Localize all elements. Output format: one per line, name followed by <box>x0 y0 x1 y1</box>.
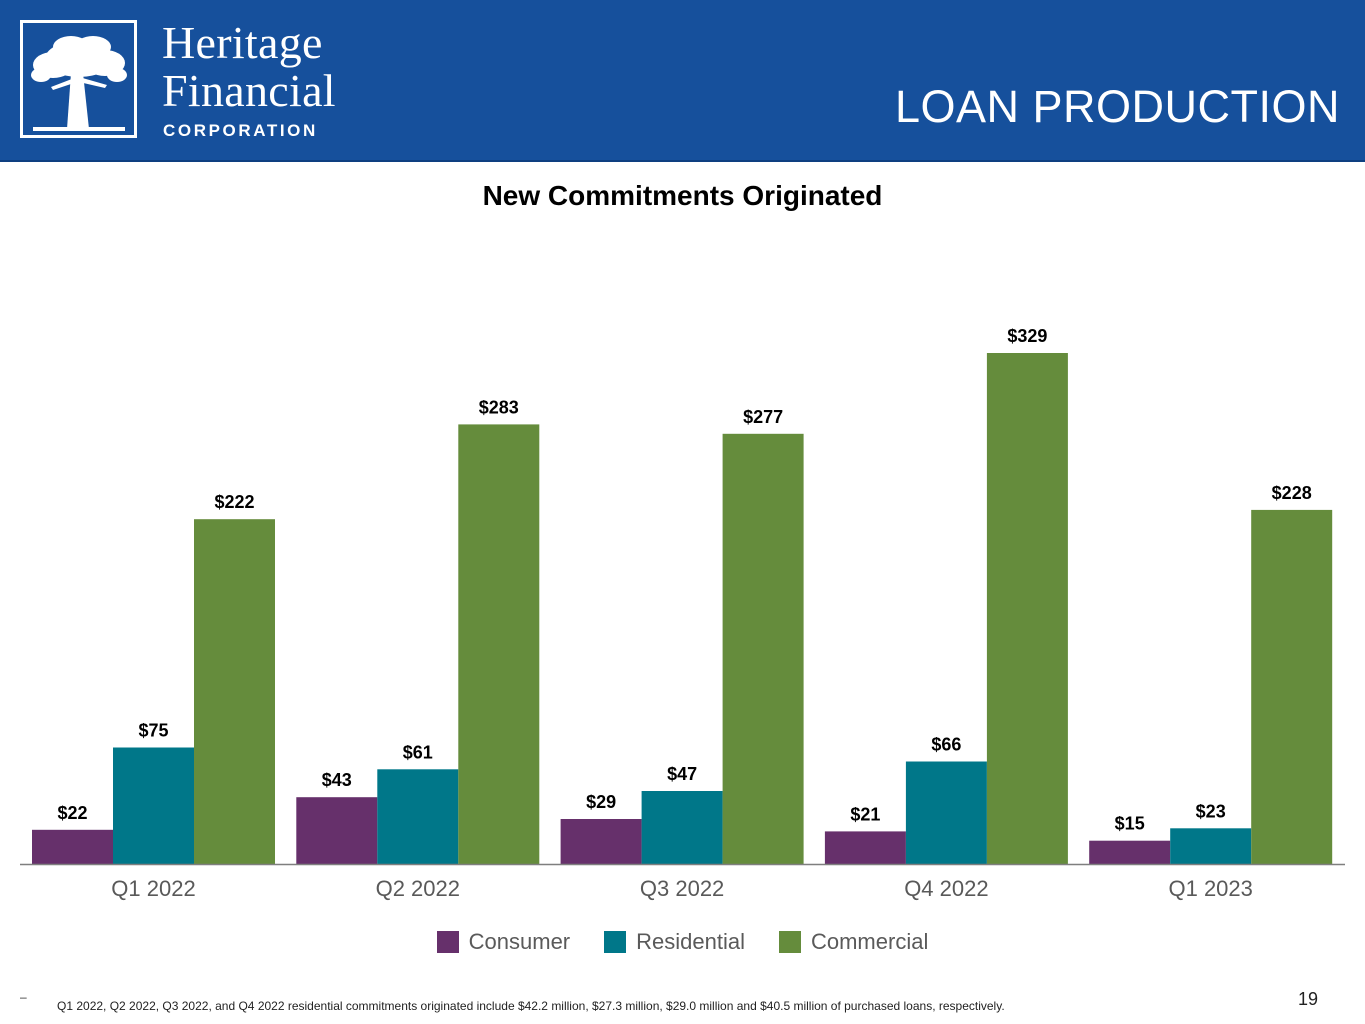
data-label-commercial-1: $222 <box>214 492 254 512</box>
category-label-4: Q4 2022 <box>904 876 988 901</box>
bar-residential-3 <box>641 791 723 864</box>
bar-residential-1 <box>113 747 194 864</box>
data-label-commercial-3: $277 <box>743 407 783 427</box>
legend-label-residential: Residential <box>636 929 745 954</box>
header-divider <box>0 160 1365 162</box>
chart-legend: Consumer Residential Commercial <box>0 929 1365 955</box>
data-label-residential-4: $66 <box>931 735 961 755</box>
data-label-commercial-2: $283 <box>479 397 519 417</box>
legend-item-residential: Residential <box>604 929 745 955</box>
legend-label-commercial: Commercial <box>810 929 929 954</box>
logo <box>20 20 137 138</box>
oak-tree-icon <box>31 36 127 131</box>
header-banner <box>0 0 1365 160</box>
data-label-consumer-2: $43 <box>322 770 352 790</box>
legend-swatch-consumer <box>436 931 459 953</box>
bar-consumer-4 <box>824 831 906 864</box>
data-label-residential-5: $23 <box>1196 801 1226 821</box>
brand-name-line1: Heritage <box>162 17 323 68</box>
bar-commercial-2 <box>458 424 540 864</box>
data-label-consumer-4: $21 <box>850 804 880 824</box>
data-label-commercial-5: $228 <box>1272 483 1312 503</box>
brand-name-line2: Financial <box>162 65 336 116</box>
data-label-commercial-4: $329 <box>1007 326 1047 346</box>
category-label-5: Q1 2023 <box>1168 876 1252 901</box>
bar-residential-4 <box>905 761 987 864</box>
category-label-3: Q3 2022 <box>640 876 724 901</box>
bar-consumer-5 <box>1089 840 1171 864</box>
data-label-residential-1: $75 <box>138 721 168 741</box>
legend-item-commercial: Commercial <box>778 929 929 955</box>
bar-consumer-3 <box>560 819 642 864</box>
legend-swatch-residential <box>604 931 627 953</box>
bar-commercial-1 <box>194 519 275 864</box>
bar-chart: $22 $75 $222 Q1 2022 $43 $61 $283 Q2 2022 $29 $47… <box>20 326 1345 901</box>
bar-consumer-1 <box>32 829 113 864</box>
bar-residential-2 <box>377 769 459 864</box>
footnote-marker: – <box>20 990 27 1004</box>
legend-label-consumer: Consumer <box>468 929 571 954</box>
bar-commercial-5 <box>1251 509 1333 864</box>
data-label-consumer-3: $29 <box>586 792 616 812</box>
bar-residential-5 <box>1170 828 1252 864</box>
category-label-2: Q2 2022 <box>376 876 460 901</box>
bar-commercial-3 <box>722 433 804 864</box>
slide-title: LOAN PRODUCTION <box>894 81 1340 132</box>
legend-item-consumer: Consumer <box>436 929 571 955</box>
page-number: 19 <box>1297 989 1318 1009</box>
brand-name-line3: CORPORATION <box>163 121 318 140</box>
bar-consumer-2 <box>296 797 378 864</box>
data-label-residential-2: $61 <box>403 742 433 762</box>
legend-swatch-commercial <box>778 931 801 953</box>
data-label-consumer-1: $22 <box>57 803 87 823</box>
category-label-1: Q1 2022 <box>111 876 195 901</box>
bar-commercial-4 <box>986 353 1068 864</box>
chart-title: New Commitments Originated <box>482 180 883 211</box>
data-label-consumer-5: $15 <box>1115 814 1145 834</box>
data-label-residential-3: $47 <box>667 764 697 784</box>
footnote: Q1 2022, Q2 2022, Q3 2022, and Q4 2022 r… <box>57 999 1005 1013</box>
